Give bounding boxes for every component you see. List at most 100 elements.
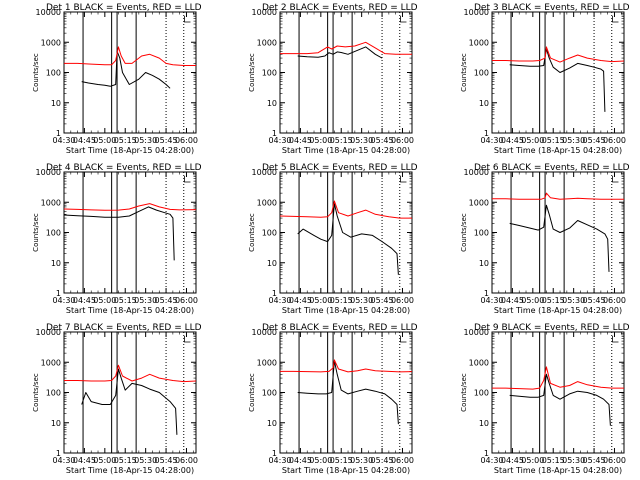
plot-frame [491, 331, 625, 454]
x-tick-label: 04:45 [73, 136, 96, 145]
x-tick-label: 05:45 [155, 456, 178, 465]
events-series-line [509, 204, 610, 272]
x-tick-label: 05:00 [93, 136, 116, 145]
x-tick-label: 05:15 [330, 136, 353, 145]
lld-series-line [63, 203, 197, 211]
y-tick-label: 100 [262, 229, 277, 238]
chart-title: Det 3 BLACK = Events, RED = LLD [474, 3, 630, 13]
y-tick-label: 10 [51, 99, 61, 108]
x-axis-label: Start Time (18-Apr-15 04:28:00) [282, 146, 410, 155]
x-axis-label: Start Time (18-Apr-15 04:28:00) [66, 466, 194, 475]
x-axis-label: Start Time (18-Apr-15 04:28:00) [66, 146, 194, 155]
x-axis-label: Start Time (18-Apr-15 04:28:00) [282, 466, 410, 475]
corner-mark [400, 176, 407, 183]
lld-series-line [492, 46, 625, 63]
y-tick-label: 1000 [469, 38, 489, 47]
plot-frame [491, 11, 625, 134]
y-tick-label: 100 [474, 389, 489, 398]
plot-frame [491, 171, 625, 294]
y-tick-label: 100 [46, 389, 61, 398]
y-tick-label: 1 [272, 129, 277, 138]
events-series-line [63, 206, 175, 261]
x-axis-label: Start Time (18-Apr-15 04:28:00) [494, 306, 622, 315]
x-tick-label: 04:45 [501, 136, 524, 145]
x-tick-label: 05:30 [350, 456, 373, 465]
y-tick-label: 1 [56, 449, 61, 458]
x-tick-label: 04:30 [480, 456, 503, 465]
y-tick-label: 1000 [41, 198, 61, 207]
y-tick-label: 100 [474, 229, 489, 238]
y-tick-label: 10 [51, 259, 61, 268]
x-tick-label: 05:45 [583, 456, 606, 465]
x-tick-label: 05:30 [562, 456, 585, 465]
corner-mark [184, 336, 191, 343]
x-tick-label: 05:45 [583, 136, 606, 145]
x-tick-label: 06:00 [391, 456, 414, 465]
x-tick-label: 06:00 [175, 296, 198, 305]
corner-mark [184, 176, 191, 183]
x-tick-label: 04:45 [73, 296, 96, 305]
x-tick-label: 05:00 [309, 296, 332, 305]
y-tick-label: 100 [46, 69, 61, 78]
y-tick-label: 1000 [469, 198, 489, 207]
y-axis-label: Counts/sec [248, 213, 256, 252]
chart-title: Det 9 BLACK = Events, RED = LLD [474, 323, 630, 333]
x-tick-label: 04:30 [52, 456, 75, 465]
x-tick-label: 04:30 [480, 136, 503, 145]
chart-panel-8: Det 8 BLACK = Events, RED = LLD 1 10 100 100… [248, 323, 418, 475]
chart-title: Det 7 BLACK = Events, RED = LLD [46, 323, 202, 333]
y-tick-label: 1 [484, 289, 489, 298]
lld-series-line [492, 192, 624, 200]
x-tick-label: 04:30 [52, 136, 75, 145]
x-tick-label: 05:30 [134, 456, 157, 465]
x-tick-label: 05:00 [309, 136, 332, 145]
y-axis-label: Counts/sec [248, 53, 256, 92]
y-tick-label: 1 [484, 129, 489, 138]
chart-panel-6: Det 6 BLACK = Events, RED = LLD 1 10 100 100… [460, 163, 630, 315]
y-tick-label: 1000 [257, 198, 277, 207]
y-tick-label: 10000 [36, 8, 61, 17]
y-tick-label: 10 [267, 259, 277, 268]
lld-series-line [280, 359, 413, 373]
plot-frame [63, 331, 197, 454]
x-tick-label: 05:30 [562, 136, 585, 145]
x-tick-label: 06:00 [603, 456, 626, 465]
x-tick-label: 05:30 [134, 296, 157, 305]
corner-mark [400, 16, 407, 23]
chart-panel-7: Det 7 BLACK = Events, RED = LLD 1 10 100 100… [32, 323, 202, 475]
chart-title: Det 2 BLACK = Events, RED = LLD [262, 3, 418, 13]
y-tick-label: 10000 [252, 8, 277, 17]
x-axis-label: Start Time (18-Apr-15 04:28:00) [66, 306, 194, 315]
chart-title: Det 5 BLACK = Events, RED = LLD [262, 163, 418, 173]
chart-title: Det 1 BLACK = Events, RED = LLD [46, 3, 202, 13]
chart-title: Det 4 BLACK = Events, RED = LLD [46, 163, 202, 173]
chart-panel-1: Det 1 BLACK = Events, RED = LLD 1 10 100 100… [32, 3, 202, 155]
x-tick-label: 04:30 [480, 296, 503, 305]
y-tick-label: 1000 [469, 358, 489, 367]
y-tick-label: 1 [484, 449, 489, 458]
y-tick-label: 10000 [36, 328, 61, 337]
chart-panel-9: Det 9 BLACK = Events, RED = LLD 1 10 100 100… [460, 323, 630, 475]
x-tick-label: 05:45 [371, 456, 394, 465]
x-tick-label: 04:45 [73, 456, 96, 465]
lld-series-line [64, 364, 197, 383]
x-tick-label: 05:15 [114, 456, 137, 465]
y-tick-label: 1000 [41, 358, 61, 367]
x-tick-label: 05:15 [114, 136, 137, 145]
y-tick-label: 100 [262, 69, 277, 78]
y-axis-label: Counts/sec [248, 373, 256, 412]
events-series-line [81, 50, 171, 89]
plot-frame [279, 11, 413, 134]
x-tick-label: 05:45 [583, 296, 606, 305]
corner-mark [612, 336, 619, 343]
corner-mark [400, 336, 407, 343]
x-tick-label: 06:00 [391, 136, 414, 145]
x-axis-label: Start Time (18-Apr-15 04:28:00) [494, 466, 622, 475]
x-tick-label: 05:00 [93, 296, 116, 305]
x-tick-label: 04:30 [268, 136, 291, 145]
y-tick-label: 1 [272, 449, 277, 458]
x-tick-label: 04:45 [289, 456, 312, 465]
lld-series-line [279, 200, 412, 219]
y-tick-label: 1000 [257, 38, 277, 47]
corner-mark [184, 16, 191, 23]
